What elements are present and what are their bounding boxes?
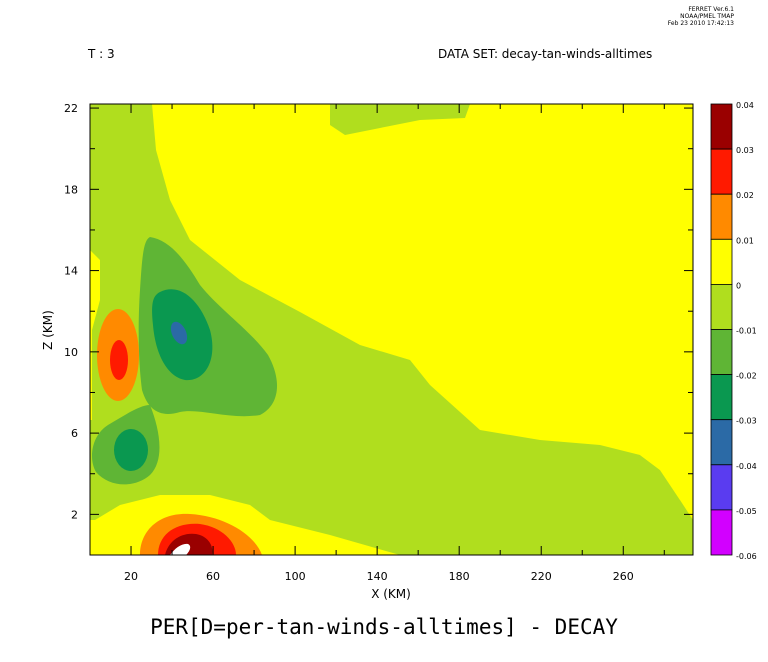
x-tick-label: 260 — [613, 570, 634, 583]
y-tick-label: 22 — [64, 102, 78, 115]
colorbar-label: -0.05 — [736, 507, 757, 516]
colorbar-label: -0.03 — [736, 417, 757, 426]
colorbar: 0.04 0.03 0.02 0.01 0 -0.01 -0.02 -0.03 -0.04 -0.… — [710, 101, 757, 561]
colorbar-swatch — [710, 419, 733, 466]
colorbar-label: 0.03 — [736, 146, 754, 155]
colorbar-swatch — [710, 329, 733, 375]
colorbar-label: 0.01 — [736, 236, 754, 245]
stamp-line-1: FERRET Ver.6.1 — [688, 6, 734, 13]
x-tick-label: 100 — [285, 570, 306, 583]
colorbar-label: 0 — [736, 281, 741, 290]
colorbar-swatch — [710, 103, 733, 150]
colorbar-label: -0.06 — [736, 552, 757, 561]
colorbar-swatch — [710, 464, 733, 511]
chart-title: PER[D=per-tan-winds-alltimes] - DECAY — [150, 615, 618, 639]
band-pos003-left — [110, 340, 128, 380]
x-tick-label: 180 — [449, 570, 470, 583]
band-neg001-main — [90, 104, 693, 555]
colorbar-label: 0.02 — [736, 191, 754, 200]
band-neg003-lower — [114, 429, 148, 471]
colorbar-label: -0.04 — [736, 462, 757, 471]
y-tick-label: 2 — [71, 508, 78, 521]
band-neg004 — [170, 321, 188, 345]
y-tick-label: 6 — [71, 427, 78, 440]
x-axis: 20 60 100 140 180 220 260 — [89, 104, 665, 583]
x-tick-label: 140 — [367, 570, 388, 583]
y-tick-label: 18 — [64, 183, 78, 196]
x-tick-label: 20 — [124, 570, 138, 583]
x-tick-label: 220 — [531, 570, 552, 583]
y-axis: 2 6 10 14 18 22 — [64, 102, 693, 556]
y-tick-label: 14 — [64, 265, 78, 278]
plot-area — [90, 104, 693, 555]
colorbar-label: 0.04 — [736, 101, 754, 110]
x-axis-title: X (KM) — [371, 587, 411, 601]
band-above-max — [170, 543, 191, 555]
y-axis-title: Z (KM) — [41, 310, 55, 350]
band-0-right-pocket — [640, 440, 693, 500]
y-tick-label: 10 — [64, 346, 78, 359]
band-neg001-top — [330, 104, 470, 135]
band-0-left-strip — [90, 250, 100, 420]
colorbar-swatch — [710, 148, 733, 195]
colorbar-swatch — [710, 509, 733, 556]
time-step-label: T : 3 — [88, 47, 115, 61]
x-tick-label: 60 — [206, 570, 220, 583]
dataset-label: DATA SET: decay-tan-winds-alltimes — [438, 47, 653, 61]
colorbar-swatch — [710, 193, 733, 240]
colorbar-swatch — [710, 283, 733, 330]
stamp-line-3: Feb 23 2010 17:42:13 — [667, 20, 734, 27]
stamp-line-2: NOAA/PMEL TMAP — [680, 13, 734, 20]
ferret-version-stamp: FERRET Ver.6.1 NOAA/PMEL TMAP Feb 23 201… — [600, 6, 734, 27]
colorbar-swatch — [710, 374, 733, 421]
plot-frame — [89, 103, 694, 556]
colorbar-label: -0.02 — [736, 372, 757, 381]
colorbar-label: -0.01 — [736, 327, 757, 336]
colorbar-swatch — [710, 238, 733, 285]
